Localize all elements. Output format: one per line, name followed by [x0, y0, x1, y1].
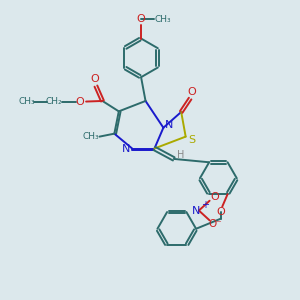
Text: O: O — [187, 87, 196, 97]
Text: O: O — [75, 97, 84, 106]
Text: N: N — [164, 120, 173, 130]
Text: CH₂: CH₂ — [46, 97, 63, 106]
Text: N: N — [122, 144, 130, 154]
Text: O: O — [91, 74, 99, 84]
Text: N: N — [192, 206, 200, 215]
Text: O⁻: O⁻ — [208, 219, 222, 229]
Text: O: O — [217, 207, 225, 217]
Text: +: + — [201, 200, 209, 211]
Text: O: O — [210, 192, 219, 202]
Text: H: H — [177, 150, 184, 160]
Text: CH₃: CH₃ — [154, 15, 171, 24]
Text: CH₃: CH₃ — [18, 97, 35, 106]
Text: O: O — [137, 14, 146, 24]
Text: CH₃: CH₃ — [83, 132, 100, 141]
Text: S: S — [189, 135, 196, 145]
